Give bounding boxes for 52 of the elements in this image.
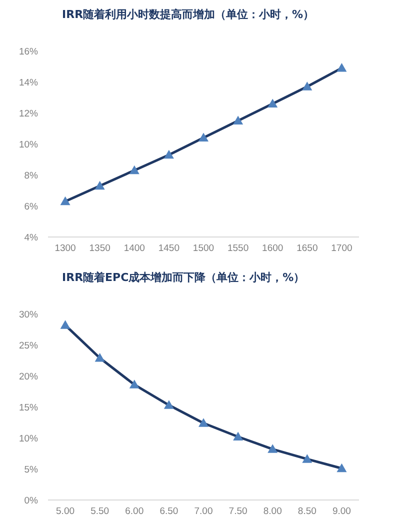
x-tick-label: 7.50 bbox=[228, 506, 248, 517]
y-tick-label: 16% bbox=[18, 46, 39, 58]
point bbox=[164, 150, 174, 159]
point bbox=[129, 380, 140, 388]
point bbox=[60, 320, 70, 329]
point bbox=[94, 353, 105, 362]
x-tick-label: 5.50 bbox=[90, 506, 110, 517]
x-tick-label: 5.00 bbox=[56, 506, 75, 517]
y-tick-label: 8% bbox=[24, 170, 39, 182]
point bbox=[198, 132, 208, 142]
point bbox=[268, 444, 278, 453]
x-tick-label: 9.00 bbox=[332, 506, 351, 517]
y-tick-label: 0% bbox=[24, 496, 39, 506]
point bbox=[336, 63, 347, 72]
point bbox=[164, 400, 174, 409]
point bbox=[60, 196, 70, 206]
point bbox=[94, 180, 105, 190]
x-tick-label: 6.00 bbox=[125, 506, 144, 517]
y-tick-label: 15% bbox=[18, 402, 39, 414]
y-tick-label: 14% bbox=[18, 78, 39, 88]
point bbox=[129, 165, 140, 174]
y-tick-label: 5% bbox=[24, 464, 39, 476]
x-tick-label: 1350 bbox=[89, 243, 110, 254]
x-tick-label: 1700 bbox=[331, 243, 352, 254]
point bbox=[233, 432, 244, 441]
chart-title: IRR随着EPC成本增加而下降（单位：小时，%） bbox=[62, 271, 305, 284]
y-tick-label: 4% bbox=[24, 232, 39, 244]
x-tick-label: 6.50 bbox=[160, 506, 178, 517]
x-tick-label: 1450 bbox=[158, 243, 180, 254]
y-tick-label: 12% bbox=[18, 108, 39, 120]
y-tick-label: 10% bbox=[18, 434, 39, 444]
point bbox=[198, 418, 208, 427]
point bbox=[302, 82, 312, 90]
point bbox=[336, 463, 347, 472]
x-tick-label: 1650 bbox=[296, 243, 318, 254]
y-tick-label: 10% bbox=[18, 140, 39, 150]
y-tick-label: 30% bbox=[18, 310, 39, 320]
x-tick-label: 1400 bbox=[124, 243, 145, 254]
point bbox=[302, 454, 312, 463]
x-tick-label: 7.00 bbox=[194, 506, 213, 517]
x-tick-label: 8.50 bbox=[298, 506, 316, 517]
chart-title: IRR随着利用小时数提高而增加（单位：小时，%） bbox=[62, 8, 314, 21]
x-tick-label: 8.00 bbox=[263, 506, 282, 517]
y-tick-label: 20% bbox=[18, 372, 39, 382]
point bbox=[268, 98, 278, 108]
x-tick-label: 1300 bbox=[54, 243, 76, 254]
point bbox=[233, 116, 244, 124]
x-tick-label: 1600 bbox=[262, 243, 284, 254]
y-tick-label: 6% bbox=[24, 202, 39, 212]
x-tick-label: 1500 bbox=[192, 243, 214, 254]
y-tick-label: 25% bbox=[18, 340, 39, 352]
x-tick-label: 1550 bbox=[227, 243, 249, 254]
